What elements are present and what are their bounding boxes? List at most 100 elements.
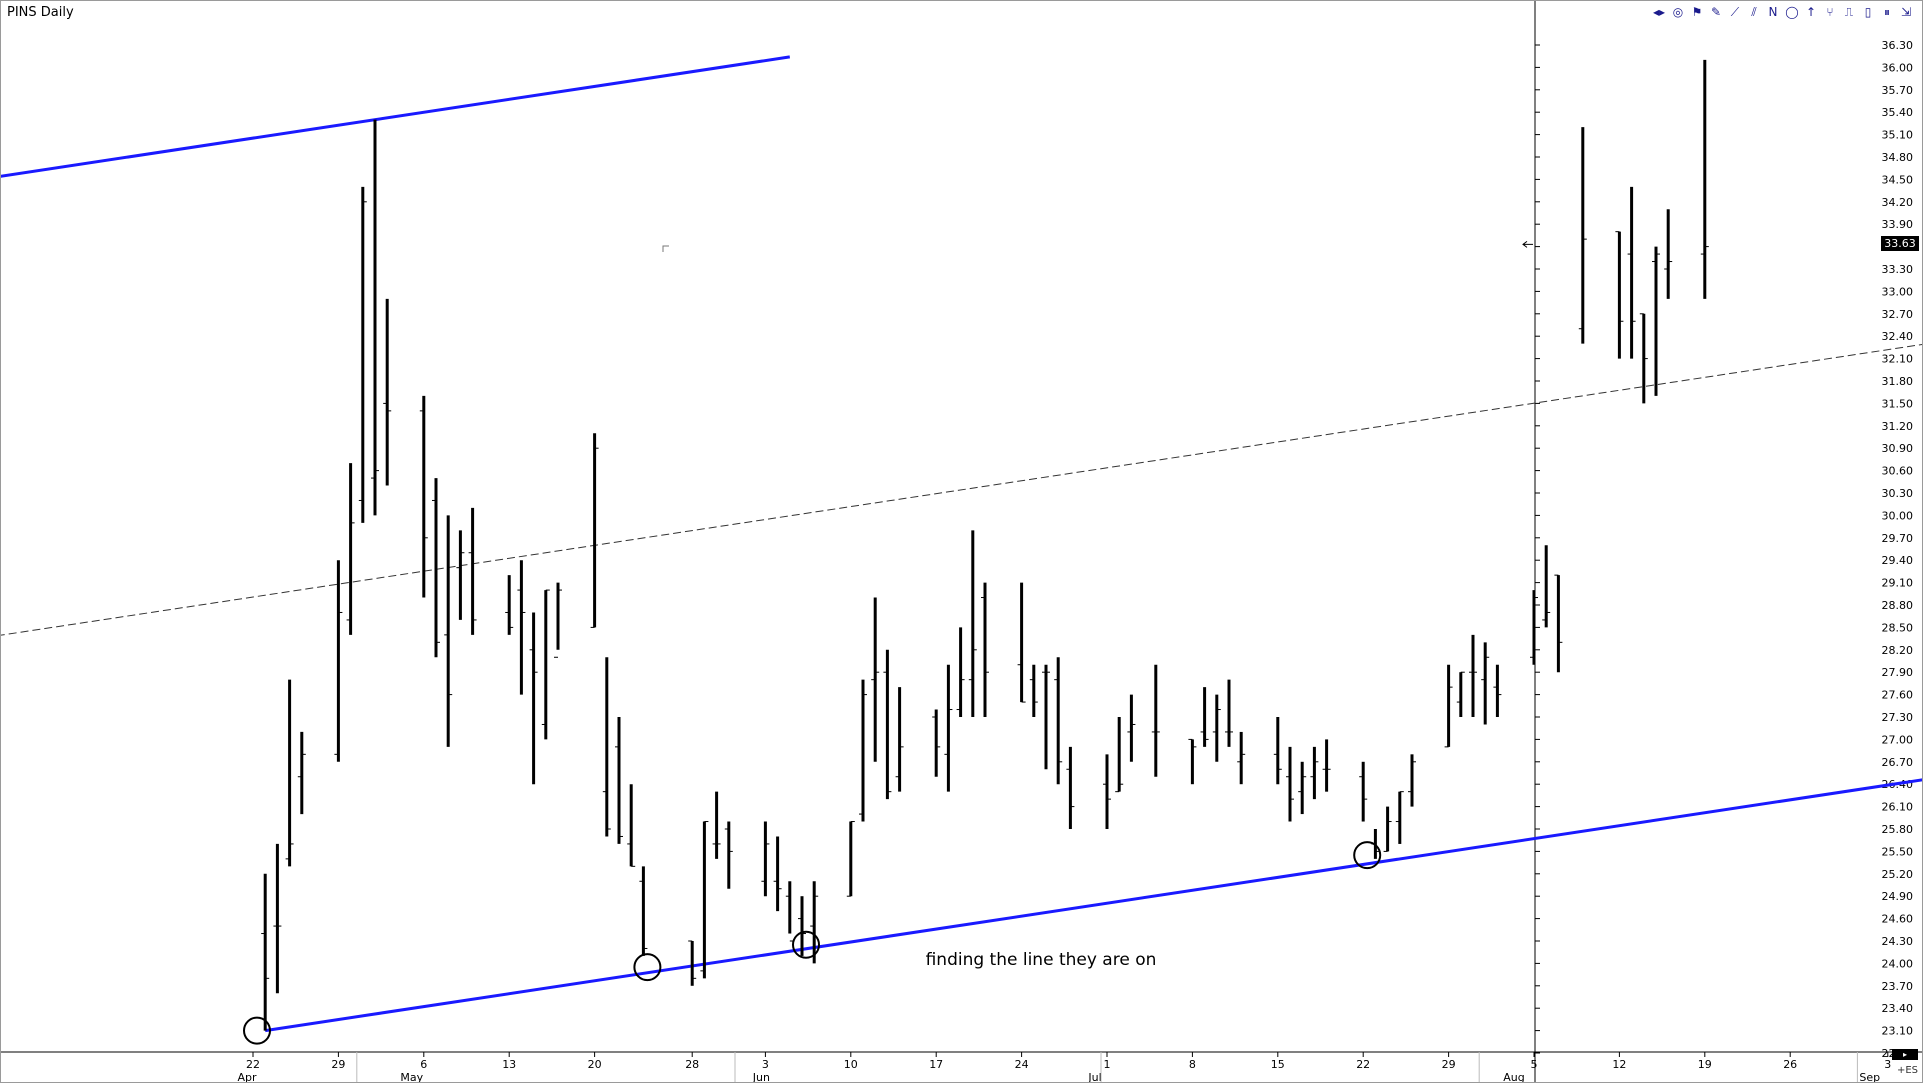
y-tick-label: 35.40	[1882, 106, 1914, 119]
x-tick-label: 8	[1189, 1058, 1196, 1071]
y-tick-label: 28.80	[1882, 599, 1914, 612]
y-tick-label: 31.50	[1882, 397, 1914, 410]
y-tick-label: 25.20	[1882, 868, 1914, 881]
y-tick-label: 30.30	[1882, 487, 1914, 500]
parallel-lines-icon[interactable]: ⫽	[1751, 5, 1757, 19]
x-tick-label: 28	[685, 1058, 699, 1071]
chart-title: PINS Daily	[7, 5, 74, 20]
ellipse-icon[interactable]: ◯	[1785, 5, 1799, 19]
y-tick-label: 33.30	[1882, 263, 1914, 276]
expand-icon[interactable]: ⇲	[1900, 5, 1912, 19]
y-tick-label: 27.30	[1882, 711, 1914, 724]
x-tick-label: 26	[1783, 1058, 1797, 1071]
y-tick-label: 24.00	[1882, 957, 1914, 970]
x-tick-label: 22	[1356, 1058, 1370, 1071]
y-tick-label: 23.40	[1882, 1002, 1914, 1015]
y-tick-label: 27.90	[1882, 666, 1914, 679]
y-tick-label: 35.10	[1882, 129, 1914, 142]
x-tick-label: 10	[844, 1058, 858, 1071]
drawing-toolbar: ◂▸ ◎ ⚑ ✎ ⟋ ⫽ N ◯ ↑ ⑂ ⎍ ▯ ⏸ ⇲	[1651, 4, 1914, 20]
x-tick-label: 29	[1442, 1058, 1456, 1071]
y-tick-label: 30.00	[1882, 509, 1914, 522]
x-tick-label: 24	[1015, 1058, 1029, 1071]
x-tick-label: 29	[331, 1058, 345, 1071]
touch-point-circle[interactable]	[792, 930, 820, 959]
y-tick-label: 26.10	[1882, 801, 1914, 814]
y-tick-label: 33.90	[1882, 218, 1914, 231]
bar-icon[interactable]: ▯	[1864, 5, 1872, 19]
cursor-marker	[662, 245, 669, 252]
circle-target-icon[interactable]: ◎	[1672, 5, 1684, 19]
x-tick-label: 12	[1612, 1058, 1626, 1071]
y-tick-label: 32.10	[1882, 353, 1914, 366]
touch-point-circle[interactable]	[1353, 841, 1382, 870]
y-tick-label: 32.40	[1882, 330, 1914, 343]
y-tick-label: 30.60	[1882, 465, 1914, 478]
y-tick-label: 29.70	[1882, 532, 1914, 545]
scroll-right-button[interactable]: ▸	[1892, 1049, 1918, 1060]
lower-channel-line[interactable]	[264, 767, 1922, 1033]
y-tick-label: 27.60	[1882, 689, 1914, 702]
y-tick-label: 25.50	[1882, 845, 1914, 858]
y-tick-label: 23.10	[1882, 1025, 1914, 1038]
y-tick-label: 33.00	[1882, 285, 1914, 298]
y-tick-label: 35.70	[1882, 84, 1914, 97]
y-tick-label: 34.80	[1882, 151, 1914, 164]
y-tick-label: 36.00	[1882, 61, 1914, 74]
y-tick-label: 34.50	[1882, 173, 1914, 186]
x-tick-label: 1	[1104, 1058, 1111, 1071]
x-tick-label: 22	[246, 1058, 260, 1071]
last-price-tag: 33.63	[1881, 236, 1919, 252]
y-tick-label: 24.60	[1882, 913, 1914, 926]
y-tick-label: 26.70	[1882, 756, 1914, 769]
x-tick-label: 6	[420, 1058, 427, 1071]
y-tick-label: 27.00	[1882, 733, 1914, 746]
x-tick-label: 5	[1531, 1058, 1538, 1071]
y-tick-label: 34.20	[1882, 196, 1914, 209]
x-tick-label: 3	[762, 1058, 769, 1071]
month-label: Apr	[237, 1071, 257, 1082]
instrument-toggle-label[interactable]: +ES	[1896, 1065, 1918, 1076]
midline-dashed[interactable]	[1, 331, 1922, 636]
month-label: Jul	[1087, 1071, 1101, 1082]
annotation-text: finding the line they are on	[926, 950, 1157, 970]
month-label: May	[400, 1071, 423, 1082]
pencil-icon[interactable]: ✎	[1710, 5, 1722, 19]
y-tick-label: 36.30	[1882, 39, 1914, 52]
month-label: Aug	[1503, 1071, 1524, 1082]
last-price-arrow	[1522, 240, 1533, 248]
flag-icon[interactable]: ⚑	[1691, 5, 1703, 19]
bracket-icon[interactable]: ⎍	[1844, 5, 1854, 19]
x-tick-label: 13	[502, 1058, 516, 1071]
n-tool-icon[interactable]: N	[1768, 5, 1778, 19]
y-tick-label: 31.80	[1882, 375, 1914, 388]
x-tick-label: 19	[1698, 1058, 1712, 1071]
line-tool-icon[interactable]: ⟋	[1730, 5, 1740, 19]
fork-icon[interactable]: ⑂	[1826, 5, 1834, 19]
touch-point-circle[interactable]	[243, 1016, 271, 1045]
y-tick-label: 24.90	[1882, 890, 1914, 903]
y-tick-label: 28.20	[1882, 644, 1914, 657]
month-label: Jun	[752, 1071, 770, 1082]
candle-icon[interactable]: ⏸	[1883, 5, 1890, 19]
y-tick-label: 32.70	[1882, 308, 1914, 321]
y-tick-label: 23.70	[1882, 980, 1914, 993]
x-tick-label: 17	[929, 1058, 943, 1071]
y-tick-label: 29.10	[1882, 577, 1914, 590]
y-tick-label: 30.90	[1882, 442, 1914, 455]
x-tick-label: 20	[588, 1058, 602, 1071]
y-tick-label: 25.80	[1882, 823, 1914, 836]
y-tick-label: 31.20	[1882, 420, 1914, 433]
touch-point-circle[interactable]	[633, 953, 662, 982]
month-label: Sep	[1859, 1071, 1880, 1082]
y-tick-label: 29.40	[1882, 554, 1914, 567]
y-tick-label: 24.30	[1882, 935, 1914, 948]
x-tick-label: 3	[1884, 1058, 1891, 1071]
upper-channel-line[interactable]	[1, 55, 791, 178]
nav-arrows-icon[interactable]: ◂▸	[1652, 5, 1666, 19]
y-tick-label: 28.50	[1882, 621, 1914, 634]
x-tick-label: 15	[1271, 1058, 1285, 1071]
arrow-up-icon[interactable]: ↑	[1805, 5, 1817, 19]
